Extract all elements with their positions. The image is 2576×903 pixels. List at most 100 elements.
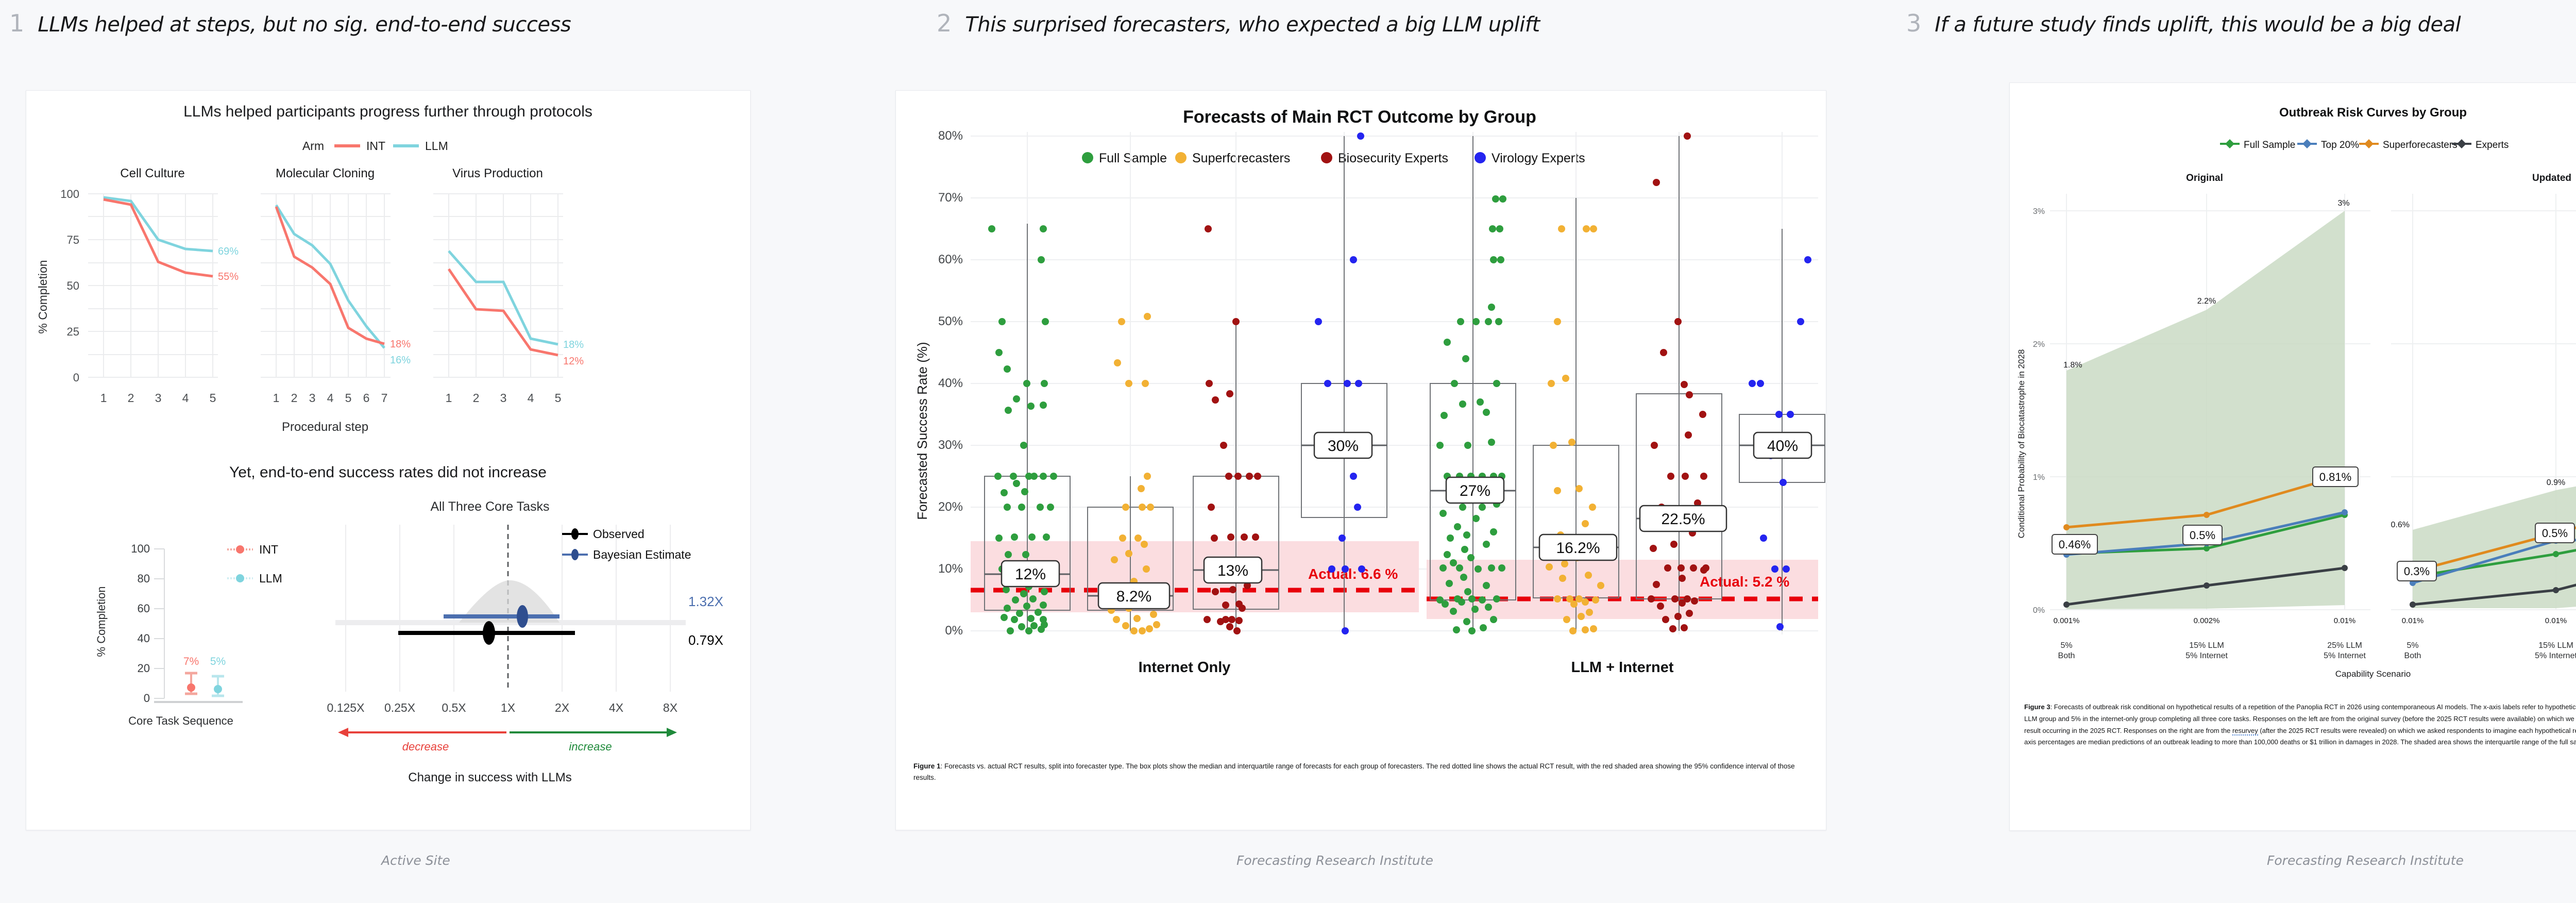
legend-label-superforecasters-3: Superforecasters [2383,140,2458,150]
svg-text:75: 75 [67,233,79,246]
y-ticks-outbreak: 0% 1% 2% 3% [2033,207,2045,615]
line-llm-virus-production [448,250,558,346]
legend-label-biosecurity: Biosecurity Experts [1338,151,1448,165]
points-biosecurity-llm [1648,132,1709,632]
boxplot-llm-full-sample: 27% [1430,136,1516,634]
label-llm-pct: 5% [210,656,226,667]
chart-outbreak-risk-curves: Outbreak Risk Curves by Group Full Sampl… [2016,106,2576,679]
legend-label-full-sample-3: Full Sample [2244,140,2295,150]
chart-protocol-legend: Arm INT LLM [302,139,448,153]
legend-title: Arm [302,139,324,153]
panel-1-heading: 1 LLMs helped at steps, but no sig. end-… [9,9,571,37]
facet-title-virus-production: Virus Production [452,166,543,180]
boxplot-llm-biosecurity: 22.5% [1636,132,1727,632]
axis-label-capability-scenario: Capability Scenario [2335,669,2411,679]
svg-text:4: 4 [327,391,334,405]
median-callout-full-sample-llm: 27% [1445,476,1505,504]
svg-text:1: 1 [446,391,452,405]
chart-forest-title: All Three Core Tasks [430,499,549,514]
svg-text:5: 5 [555,391,562,405]
legend-bayesian: Bayesian Estimate [593,548,691,561]
panel-3-heading-text: If a future study finds uplift, this wou… [1935,13,2461,37]
svg-text:0%: 0% [2033,606,2045,615]
axis-label-change-in-success: Change in success with LLMs [408,771,571,784]
svg-text:2X: 2X [555,701,569,714]
svg-text:100: 100 [60,188,79,200]
boxplot-internet-biosecurity: 13% [1193,225,1279,634]
svg-text:5% Internet: 5% Internet [2324,651,2366,660]
legend-dot-virology [1475,152,1486,163]
svg-text:0.5%: 0.5% [2190,529,2215,542]
boxplot-internet-superforecasters: 8.2% [1087,313,1174,634]
axis-label-y-completion-2: % Completion [95,587,108,657]
svg-text:30%: 30% [938,438,963,452]
svg-text:1: 1 [100,391,107,405]
panel-3-heading: 3 If a future study finds uplift, this w… [1906,9,2461,37]
svg-text:Both: Both [2058,651,2075,660]
svg-text:2: 2 [291,391,298,405]
axis-label-y-completion: % Completion [36,260,49,333]
svg-text:22.5%: 22.5% [1661,511,1705,528]
svg-text:8X: 8X [663,701,677,714]
y-ticks-forecasts: 0% 10% 20% 30% 40% 50% 60% 70% 80% [938,129,963,638]
legend-dot-superforecasters [1175,152,1187,163]
panel-1-card: LLMs helped participants progress furthe… [26,90,751,830]
panel-3-site-label: Forecasting Research Institute [2267,853,2464,868]
svg-text:10%: 10% [938,562,963,576]
svg-text:60: 60 [138,602,150,615]
svg-text:2: 2 [128,391,134,405]
facet-virus-production: Virus Production 18% 12% 1 2 [433,166,584,405]
svg-text:5% Internet: 5% Internet [2185,651,2228,660]
callout-original-1: 0.46% [2052,534,2098,555]
estimate-observed: 0.79X [398,621,723,648]
svg-text:16.2%: 16.2% [1556,540,1600,557]
legend-label-llm: LLM [425,139,448,153]
svg-text:4: 4 [182,391,189,405]
callout-original-3: 0.81% [2312,466,2359,487]
subchart-change-in-success: All Three Core Tasks 1.32X [327,499,723,784]
boxplot-internet-virology: 30% [1301,132,1387,634]
label-int-pct: 7% [183,656,199,667]
svg-text:1%: 1% [2033,473,2045,482]
boxplot-internet-full-sample: 12% [984,224,1071,634]
line-int-molecular-cloning [275,206,385,345]
svg-text:2: 2 [473,391,480,405]
median-callout-virology-internet: 30% [1313,431,1373,459]
svg-text:0.3%: 0.3% [2404,565,2430,578]
x-ticks-forest: 0.125X 0.25X 0.5X 1X 2X 4X 8X [327,701,678,714]
axis-label-conditional-prob: Conditional Probability of Biocatastroph… [2016,349,2026,539]
points-full-sample-llm [1436,195,1506,634]
facet-title-original: Original [2186,173,2223,183]
svg-text:25% LLM: 25% LLM [2327,641,2362,650]
svg-text:80%: 80% [938,129,963,143]
figure-3-label: Figure 3 [2024,703,2050,711]
endlabel-llm-virus-production: 18% [563,339,584,350]
svg-text:100: 100 [131,542,150,555]
panel-future-study: 3 If a future study finds uplift, this w… [1844,0,2576,903]
points-full-sample-internet [988,225,1057,634]
boxplot-llm-virology: 40% [1739,229,1825,631]
svg-text:25: 25 [67,325,79,338]
figure-1-text: : Forecasts vs. actual RCT results, spli… [913,762,1795,781]
svg-text:3%: 3% [2033,207,2045,216]
svg-text:Both: Both [2404,651,2421,660]
endlabel-int-virus-production: 12% [563,356,584,367]
legend-forest: Observed Bayesian Estimate [562,527,691,561]
median-callout-biosecurity-llm: 22.5% [1639,505,1727,532]
y-ticks-core-task: 100 80 60 40 20 0 [131,542,150,705]
facet-title-cell-culture: Cell Culture [120,166,184,180]
svg-text:0%: 0% [945,624,963,638]
band-lower-label-original-2: 0.002% [2194,616,2220,625]
svg-text:80: 80 [138,572,150,585]
boxplot-llm-superforecasters: 16.2% [1533,198,1619,634]
axis-label-x-procedural-step: Procedural step [282,420,368,434]
svg-text:60%: 60% [938,253,963,266]
facet-molecular-cloning: Molecular Cloning 18% 16% 1 [261,166,411,405]
pointrange-llm: 5% [210,656,226,697]
chart-protocol-progress: LLMs helped participants progress furthe… [36,103,592,434]
svg-text:0.81%: 0.81% [2319,471,2351,483]
facet-title-molecular-cloning: Molecular Cloning [276,166,375,180]
figure-3-spellcheck-word: resurvey [2232,726,2258,735]
x-ticks-molecular-cloning: 1 2 3 4 5 6 7 [273,391,388,405]
band-upper-label-original-2: 2.2% [2197,297,2216,306]
